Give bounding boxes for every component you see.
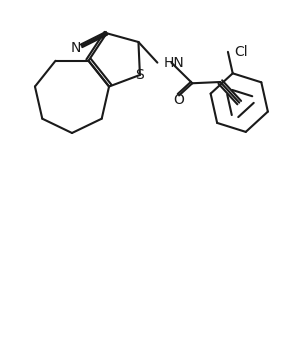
Text: HN: HN	[163, 56, 184, 70]
Text: O: O	[174, 93, 184, 107]
Text: Cl: Cl	[234, 45, 247, 59]
Text: S: S	[135, 68, 144, 82]
Text: N: N	[71, 42, 81, 56]
